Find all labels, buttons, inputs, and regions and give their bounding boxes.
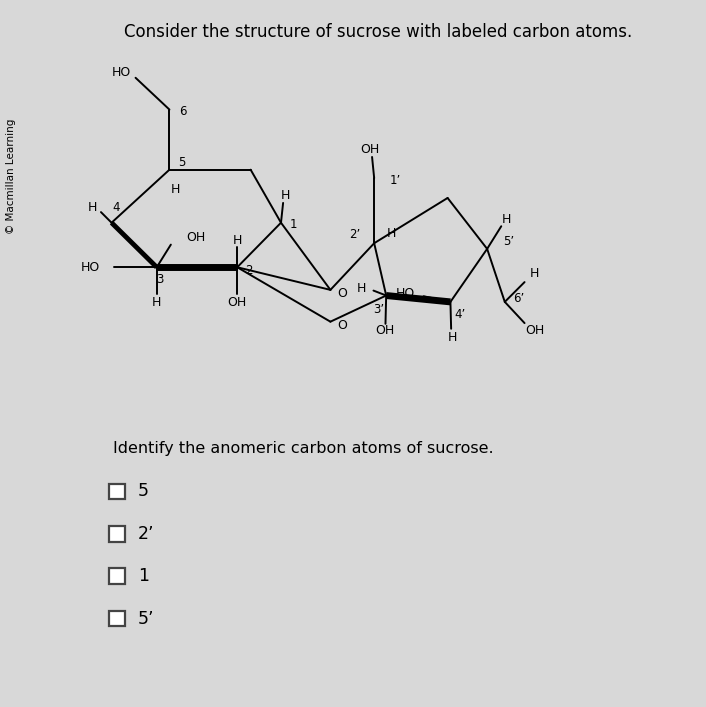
Text: 5: 5 <box>138 482 149 501</box>
Text: H: H <box>232 234 242 247</box>
Text: OH: OH <box>227 296 247 309</box>
Text: H: H <box>357 282 366 295</box>
Text: 4’: 4’ <box>455 308 466 321</box>
Text: 1: 1 <box>138 567 149 585</box>
Text: 1: 1 <box>290 218 297 230</box>
Text: 3: 3 <box>156 274 163 286</box>
Text: OH: OH <box>186 231 205 244</box>
Text: OH: OH <box>525 324 544 337</box>
Text: H: H <box>171 183 181 196</box>
Text: HO: HO <box>81 261 100 274</box>
Text: HO: HO <box>396 287 415 300</box>
Text: 6: 6 <box>179 105 187 118</box>
Bar <box>109 526 125 542</box>
Bar <box>109 568 125 584</box>
Text: 5: 5 <box>178 156 185 169</box>
Text: H: H <box>152 296 162 309</box>
Text: 1’: 1’ <box>390 175 401 187</box>
Text: O: O <box>337 319 347 332</box>
Text: 4: 4 <box>112 201 119 214</box>
Text: O: O <box>337 287 347 300</box>
Text: 5’: 5’ <box>503 235 514 248</box>
Text: 2: 2 <box>245 264 252 276</box>
Text: H: H <box>448 331 457 344</box>
Bar <box>109 611 125 626</box>
Text: 3’: 3’ <box>373 303 385 316</box>
Text: 6’: 6’ <box>513 292 525 305</box>
Text: 2’: 2’ <box>138 525 154 543</box>
Text: Consider the structure of sucrose with labeled carbon atoms.: Consider the structure of sucrose with l… <box>124 23 632 40</box>
Text: OH: OH <box>375 325 395 337</box>
Text: H: H <box>386 227 396 240</box>
Text: 2’: 2’ <box>349 228 360 241</box>
Text: © Macmillan Learning: © Macmillan Learning <box>6 119 16 235</box>
Text: 5’: 5’ <box>138 609 154 628</box>
Text: H: H <box>530 267 539 280</box>
Text: H: H <box>502 213 512 226</box>
Text: H: H <box>280 189 290 202</box>
Text: Identify the anomeric carbon atoms of sucrose.: Identify the anomeric carbon atoms of su… <box>113 441 493 457</box>
Bar <box>109 484 125 499</box>
Text: OH: OH <box>360 144 380 156</box>
Text: H: H <box>88 201 97 214</box>
Text: HO: HO <box>112 66 131 78</box>
